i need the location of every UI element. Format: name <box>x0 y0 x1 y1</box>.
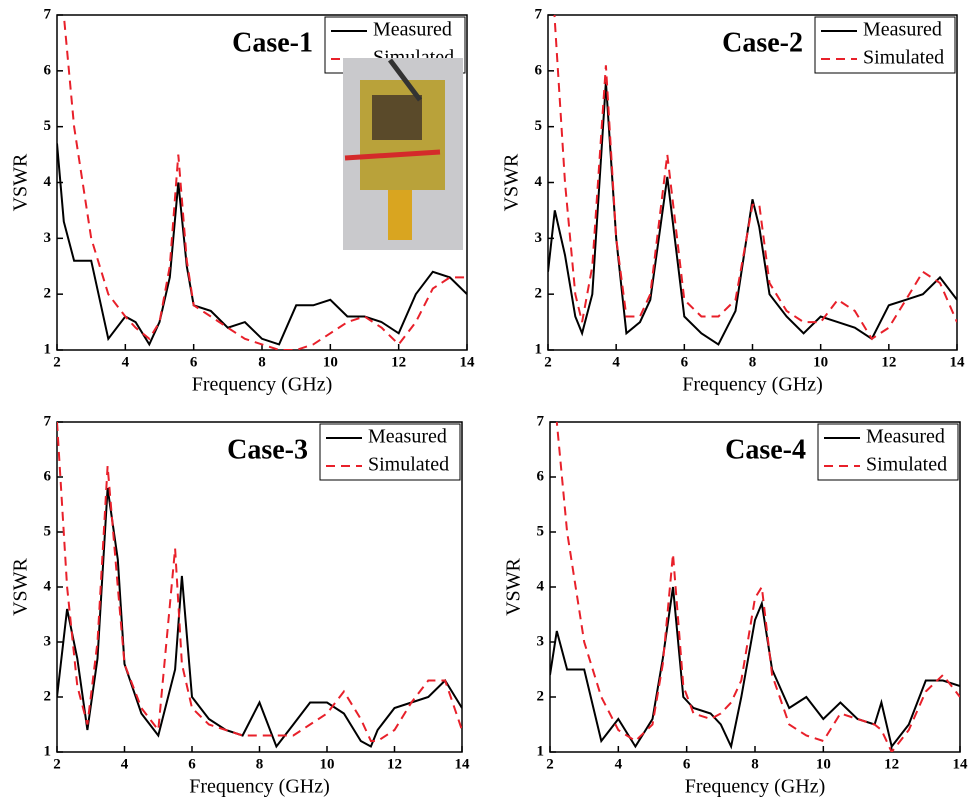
y-tick-label: 7 <box>537 413 545 429</box>
x-tick-label: 14 <box>455 756 471 772</box>
series-line <box>548 81 957 346</box>
x-tick-label: 2 <box>53 756 61 772</box>
legend-label: Measured <box>866 426 945 448</box>
x-tick-label: 14 <box>460 354 476 370</box>
y-tick-label: 1 <box>535 341 543 357</box>
legend-label: Simulated <box>866 454 947 476</box>
legend-box <box>319 423 461 481</box>
y-tick-label: 3 <box>537 633 545 649</box>
y-tick-label: 6 <box>44 468 52 484</box>
x-tick-label: 8 <box>751 756 759 772</box>
x-tick-label: 10 <box>323 354 338 370</box>
x-tick-label: 10 <box>320 756 335 772</box>
x-tick-label: 6 <box>681 354 689 370</box>
x-tick-label: 8 <box>256 756 264 772</box>
x-tick-label: 12 <box>387 756 402 772</box>
x-tick-label: 4 <box>122 354 130 370</box>
y-tick-label: 5 <box>44 523 52 539</box>
legend-label: Simulated <box>863 47 944 69</box>
y-tick-label: 1 <box>44 743 52 759</box>
y-tick-label: 7 <box>44 6 52 22</box>
x-tick-label: 8 <box>258 354 266 370</box>
y-tick-label: 1 <box>537 743 545 759</box>
x-tick-label: 6 <box>683 756 691 772</box>
y-axis-label: VSWR <box>501 153 523 211</box>
y-tick-label: 7 <box>535 6 543 22</box>
y-tick-label: 4 <box>535 174 543 190</box>
x-axis-label: Frequency (GHz) <box>192 374 333 396</box>
x-tick-label: 14 <box>950 354 966 370</box>
y-tick-label: 4 <box>537 578 545 594</box>
y-tick-label: 4 <box>44 174 52 190</box>
y-tick-label: 6 <box>44 62 52 78</box>
x-tick-label: 10 <box>816 756 831 772</box>
x-axis-label: Frequency (GHz) <box>685 776 826 798</box>
chart-title: Case-2 <box>722 27 803 58</box>
series-line <box>57 422 462 742</box>
y-tick-label: 2 <box>44 286 52 302</box>
series-line <box>555 422 960 752</box>
y-tick-label: 2 <box>537 688 545 704</box>
series-line <box>553 15 957 341</box>
series-line <box>57 143 467 347</box>
chart-title: Case-4 <box>725 434 806 465</box>
y-tick-label: 6 <box>537 468 545 484</box>
y-tick-label: 3 <box>44 230 52 246</box>
y-tick-label: 7 <box>44 413 52 429</box>
x-tick-label: 4 <box>612 354 620 370</box>
x-tick-label: 4 <box>615 756 623 772</box>
x-tick-label: 14 <box>953 756 969 772</box>
x-axis-label: Frequency (GHz) <box>189 776 330 798</box>
legend-label: Measured <box>863 19 942 41</box>
chart-title: Case-3 <box>227 434 308 465</box>
x-tick-label: 12 <box>884 756 899 772</box>
y-tick-label: 3 <box>44 633 52 649</box>
legend-label: Measured <box>368 426 447 448</box>
y-axis-label: VSWR <box>10 153 32 211</box>
series-line <box>550 586 960 750</box>
y-tick-label: 5 <box>537 523 545 539</box>
prototype-photo <box>343 58 463 250</box>
x-tick-label: 2 <box>546 756 554 772</box>
legend-box <box>817 423 959 481</box>
x-tick-label: 12 <box>881 354 896 370</box>
x-axis-label: Frequency (GHz) <box>682 374 823 396</box>
y-tick-label: 5 <box>535 118 543 134</box>
y-tick-label: 4 <box>44 578 52 594</box>
x-tick-label: 6 <box>190 354 198 370</box>
x-tick-label: 6 <box>188 756 196 772</box>
legend-label: Simulated <box>368 454 449 476</box>
y-axis-label: VSWR <box>10 557 32 615</box>
legend-label: Measured <box>373 19 452 41</box>
x-tick-label: 12 <box>391 354 406 370</box>
y-axis-label: VSWR <box>503 557 525 615</box>
y-tick-label: 2 <box>535 286 543 302</box>
chart-title: Case-1 <box>232 27 313 58</box>
x-tick-label: 2 <box>544 354 552 370</box>
x-tick-label: 4 <box>121 756 129 772</box>
y-tick-label: 1 <box>44 341 52 357</box>
x-tick-label: 2 <box>53 354 61 370</box>
legend-box <box>814 16 956 74</box>
y-tick-label: 5 <box>44 118 52 134</box>
y-tick-label: 3 <box>535 230 543 246</box>
y-tick-label: 2 <box>44 688 52 704</box>
x-tick-label: 8 <box>749 354 757 370</box>
series-line <box>57 487 462 749</box>
y-tick-label: 6 <box>535 62 543 78</box>
x-tick-label: 10 <box>813 354 828 370</box>
